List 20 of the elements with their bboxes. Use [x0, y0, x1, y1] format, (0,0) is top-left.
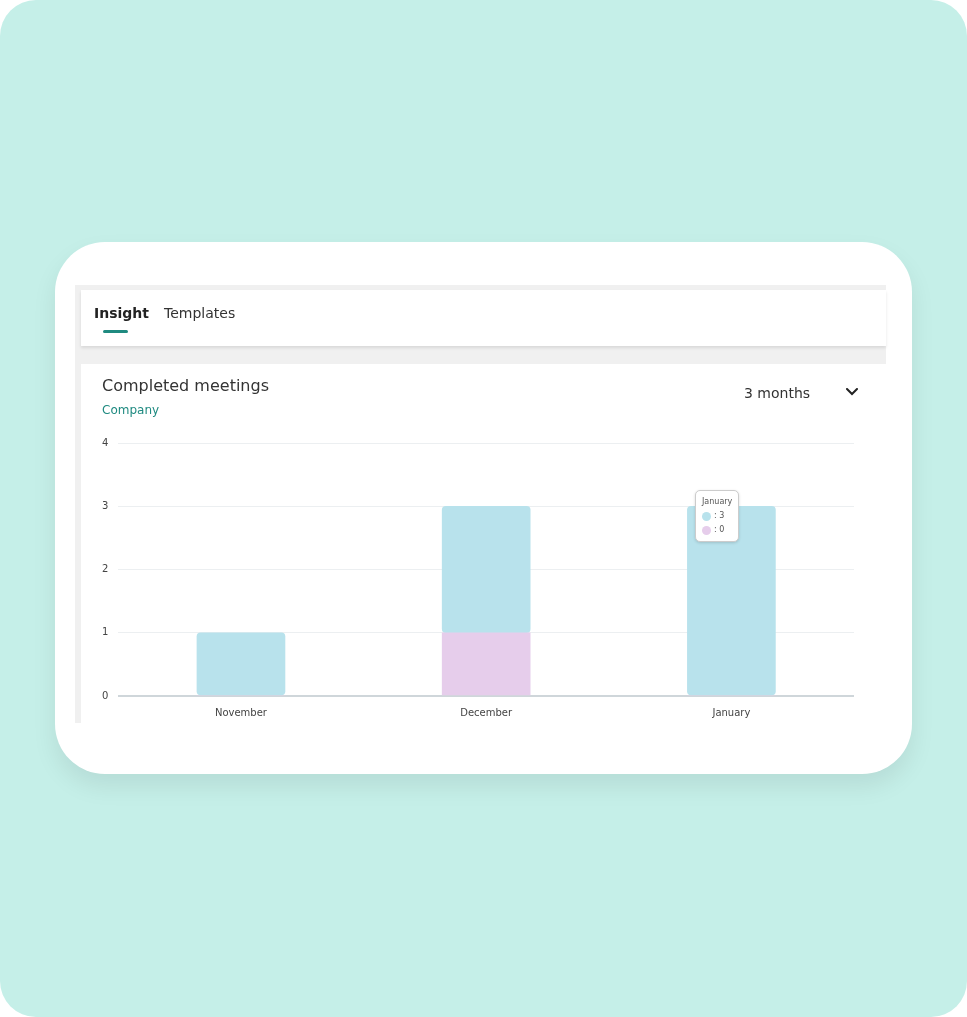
x-tick-label: November — [214, 706, 268, 718]
y-tick-label: 3 — [101, 499, 109, 511]
bar — [441, 505, 531, 634]
bar — [441, 632, 531, 696]
bar — [196, 632, 286, 696]
x-tick-label: December — [460, 706, 513, 718]
annotation: January — [702, 496, 733, 508]
y-tick-label: 4 — [101, 436, 109, 448]
chart-subtitle: Company — [102, 403, 160, 417]
chart-title: Completed meetings — [102, 376, 269, 395]
bar — [687, 505, 776, 696]
annotation: : 3 — [714, 510, 725, 522]
y-tick-label: 0 — [101, 689, 109, 701]
y-tick-label: 1 — [101, 626, 109, 638]
text: Insight — [94, 305, 149, 321]
text: 3 months — [744, 385, 811, 401]
annotation: : 0 — [714, 524, 725, 536]
x-tick-label: January — [711, 706, 751, 718]
text: Templates — [164, 305, 236, 321]
y-tick-label: 2 — [101, 563, 109, 575]
